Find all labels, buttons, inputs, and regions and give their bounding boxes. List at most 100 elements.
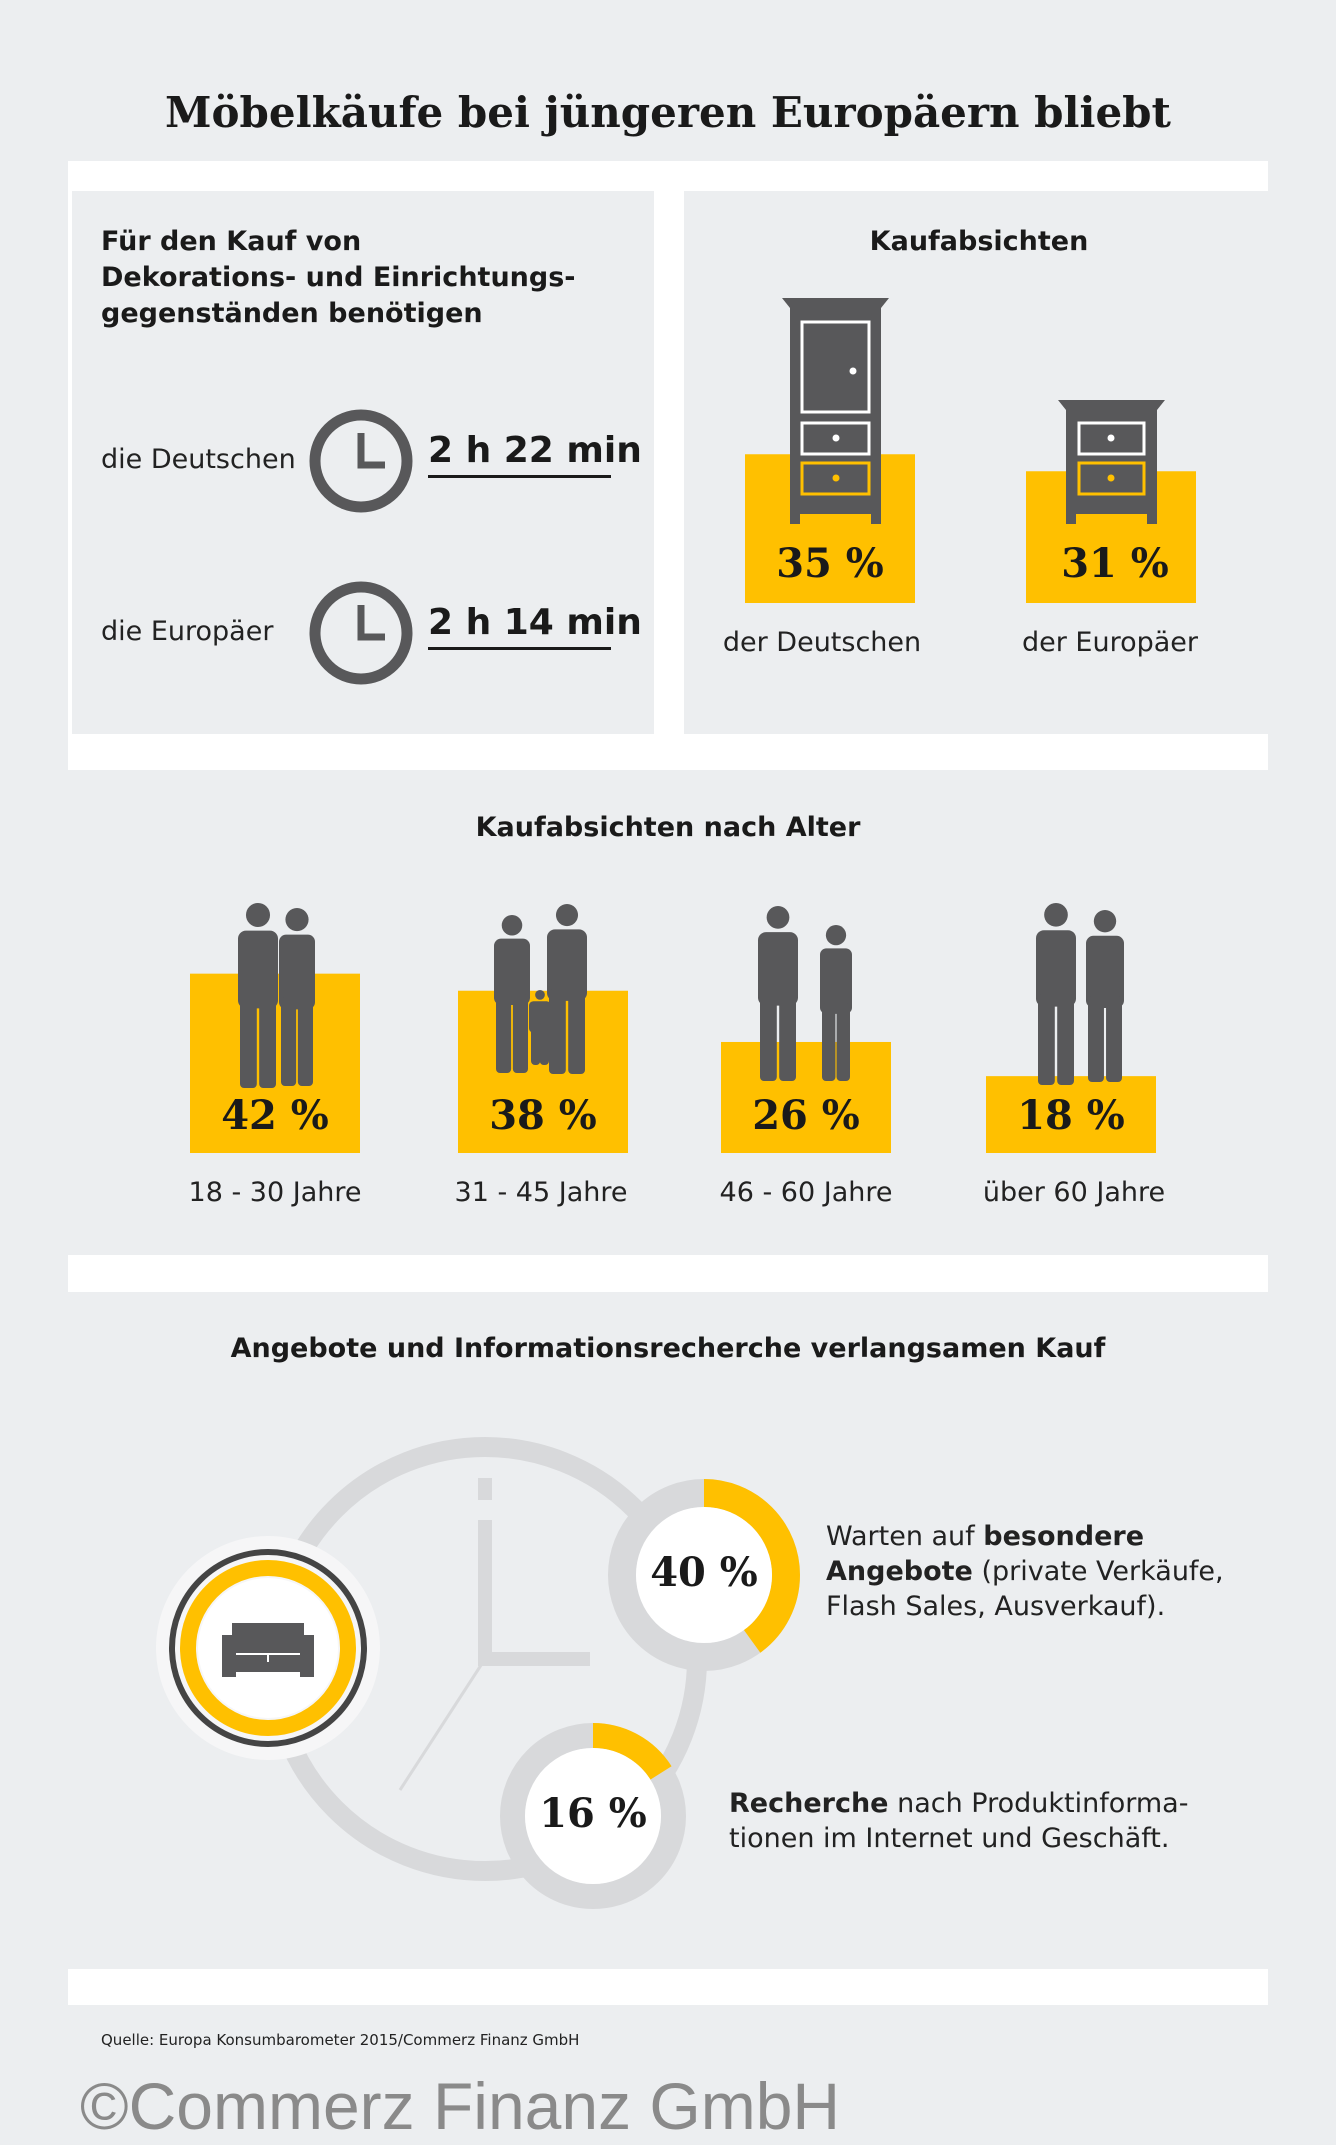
- cornice: [782, 298, 889, 308]
- donut-segment: [608, 1479, 800, 1671]
- age-percent: 26 %: [752, 1092, 860, 1139]
- age-bar: [986, 1076, 1156, 1153]
- intent-heading: Kaufabsichten: [869, 226, 1089, 257]
- source-panel: [68, 2005, 1268, 2076]
- offers-text-rest: Flash Sales, Ausverkauf).: [826, 1591, 1166, 1622]
- middle-aged-couple-icon: [758, 906, 852, 1081]
- head: [285, 908, 309, 932]
- knob: [832, 474, 840, 482]
- divider: [68, 161, 1268, 191]
- door: [800, 320, 871, 414]
- nightstand-icon: [1058, 400, 1165, 524]
- research-text-rest: nach Produktinforma-: [888, 1788, 1189, 1819]
- torso: [238, 930, 278, 1009]
- research-text-bold: Recherche: [729, 1788, 889, 1819]
- knob: [832, 434, 840, 442]
- offers-text-bold: Angebote: [826, 1556, 973, 1587]
- torso: [1036, 930, 1076, 1007]
- torso: [1086, 935, 1124, 1008]
- drawer: [800, 421, 871, 456]
- cornice: [1058, 400, 1165, 410]
- senior-couple-icon: [1036, 903, 1124, 1085]
- clock-face: [309, 581, 413, 685]
- head: [535, 990, 545, 1000]
- clock-icon: [309, 581, 413, 685]
- age-bar: [721, 1041, 891, 1153]
- source-note: Quelle: Europa Konsumbarometer 2015/Comm…: [101, 2031, 580, 2049]
- family-icon: [494, 904, 587, 1074]
- leg: [512, 994, 528, 1073]
- clock-hands: [357, 605, 385, 641]
- drawer: [800, 461, 871, 496]
- drawer: [1077, 421, 1146, 456]
- time-heading-line: gegenständen benötigen: [101, 298, 483, 329]
- second-hand: [398, 1658, 487, 1791]
- head: [1093, 910, 1117, 933]
- leg: [539, 1027, 549, 1065]
- leg: [779, 993, 796, 1081]
- torso: [529, 1001, 551, 1033]
- clock-hands: [357, 433, 385, 469]
- intent-label: der Deutschen: [722, 627, 922, 658]
- time-heading-line: Dekorations- und Einrichtungs-: [101, 262, 576, 293]
- leg: [496, 994, 512, 1073]
- head: [501, 915, 523, 936]
- leg: [297, 997, 313, 1086]
- leg: [760, 993, 777, 1081]
- leg: [822, 1003, 836, 1081]
- title-panel: [68, 66, 1268, 161]
- clock-face: [309, 409, 413, 513]
- age-label: 18 - 30 Jahre: [188, 1177, 362, 1208]
- torso: [279, 934, 315, 1010]
- torso: [820, 948, 852, 1014]
- wardrobe-icon: [782, 298, 889, 524]
- watermark: ©Commerz Finanz GmbH: [80, 2069, 841, 2143]
- leg: [836, 1003, 850, 1081]
- offers-text-rest: (private Verkäufe,: [972, 1556, 1224, 1587]
- leg: [1066, 512, 1076, 524]
- knob: [1107, 434, 1115, 442]
- head: [766, 906, 790, 929]
- age-percent: 38 %: [489, 1092, 597, 1139]
- head: [245, 903, 271, 928]
- leg: [531, 1027, 541, 1065]
- leg: [240, 995, 257, 1088]
- leg: [871, 512, 881, 524]
- head: [1044, 903, 1068, 927]
- torso: [547, 929, 587, 1001]
- donut-center: [525, 1748, 661, 1884]
- age-label: 46 - 60 Jahre: [719, 1177, 893, 1208]
- age-percent: 42 %: [221, 1092, 329, 1139]
- leg: [1088, 996, 1104, 1082]
- sofa-icon: [156, 1536, 380, 1760]
- sofa-seat: [222, 1655, 314, 1672]
- age-percent: 18 %: [1017, 1092, 1125, 1139]
- divider: [68, 1969, 1268, 2005]
- time-row-label: die Deutschen: [101, 444, 296, 475]
- young-couple-icon: [238, 903, 315, 1088]
- intent-percent: 35 %: [776, 540, 884, 587]
- clock-icon: [309, 409, 413, 513]
- age-label: über 60 Jahre: [982, 1177, 1166, 1208]
- tick: [478, 1478, 492, 1500]
- research-text: Recherche nach Produktinforma- tionen im…: [729, 1786, 1188, 1856]
- divider: [68, 1255, 1268, 1292]
- leg: [1057, 994, 1074, 1085]
- time-row-value: 2 h 22 min: [428, 430, 642, 478]
- intent-label: der Europäer: [1021, 627, 1199, 658]
- leg: [1147, 512, 1157, 524]
- divider: [68, 734, 1268, 770]
- leg: [1038, 994, 1055, 1085]
- head: [555, 904, 579, 927]
- leg: [281, 997, 297, 1086]
- delay-heading: Angebote und Informationsrecherche verla…: [230, 1333, 1106, 1364]
- torso: [494, 938, 530, 1005]
- knob: [849, 367, 857, 375]
- torso: [758, 932, 798, 1006]
- leg: [259, 995, 276, 1088]
- accent-ring: [180, 1560, 356, 1736]
- age-label: 31 - 45 Jahre: [454, 1177, 628, 1208]
- time-row-value: 2 h 14 min: [428, 602, 642, 650]
- sofa-back: [232, 1623, 304, 1653]
- page-title: Möbelkäufe bei jüngeren Europäern bliebt: [165, 88, 1171, 137]
